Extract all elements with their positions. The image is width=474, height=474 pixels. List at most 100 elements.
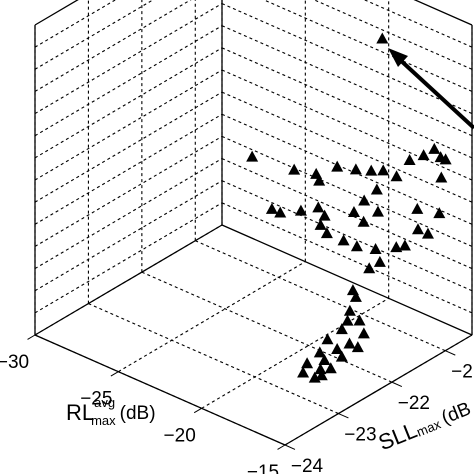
data-point bbox=[411, 202, 424, 214]
data-point bbox=[373, 255, 386, 267]
wall-grid-line bbox=[34, 158, 223, 270]
wall-grid-line bbox=[34, 3, 223, 115]
data-point bbox=[288, 163, 301, 175]
data-point bbox=[318, 209, 331, 221]
wall-grid-line bbox=[313, 0, 473, 70]
data-point bbox=[377, 164, 390, 176]
data-point bbox=[335, 350, 348, 362]
y-tick-label: −23 bbox=[344, 425, 376, 446]
axis-edge bbox=[34, 224, 223, 336]
axis-edge bbox=[413, 0, 473, 26]
arrow-shaft bbox=[396, 56, 474, 130]
x-label-sub: max bbox=[91, 413, 116, 428]
axis-edge bbox=[34, 0, 79, 26]
wall-grid-line bbox=[34, 0, 117, 48]
x-label-main: RL bbox=[66, 400, 94, 425]
data-point bbox=[349, 290, 362, 302]
y-label-unit: (dB bbox=[439, 398, 474, 429]
data-point bbox=[320, 227, 333, 239]
x-tick-label: −30 bbox=[0, 352, 29, 373]
axis-edge bbox=[34, 334, 286, 446]
data-point bbox=[294, 204, 307, 216]
wall-grid-line bbox=[221, 158, 473, 270]
arrow-head bbox=[388, 48, 408, 67]
data-point bbox=[246, 150, 259, 162]
wall-grid-line bbox=[34, 25, 223, 137]
wall-grid-line bbox=[221, 25, 473, 137]
data-point bbox=[341, 314, 354, 326]
axis-edge bbox=[284, 334, 473, 446]
data-point bbox=[331, 343, 344, 355]
x-axis-label: RLavg max (dB) bbox=[66, 395, 156, 428]
data-point bbox=[265, 202, 278, 214]
y-tick-label: −22 bbox=[398, 393, 430, 414]
data-point bbox=[398, 239, 411, 251]
x-tick-label: −20 bbox=[164, 425, 196, 446]
data-point bbox=[301, 357, 314, 369]
wall-grid-line bbox=[221, 3, 473, 115]
y-tick-label: −21 bbox=[451, 362, 474, 383]
data-point bbox=[358, 194, 371, 206]
data-point bbox=[351, 341, 364, 353]
wall-grid-line bbox=[221, 69, 473, 181]
data-point bbox=[337, 234, 350, 246]
data-point bbox=[439, 153, 452, 165]
data-point bbox=[335, 323, 348, 335]
y-tick bbox=[391, 381, 403, 388]
data-point bbox=[435, 171, 448, 183]
data-point bbox=[331, 160, 344, 172]
y-label-main: SLL bbox=[375, 417, 421, 455]
wall-grid-line bbox=[221, 180, 473, 292]
data-point bbox=[403, 154, 416, 165]
x-label-unit: (dB) bbox=[120, 403, 156, 424]
x-tick bbox=[277, 444, 286, 450]
wall-grid-line bbox=[34, 135, 223, 247]
data-point bbox=[343, 337, 356, 349]
data-point bbox=[369, 243, 382, 255]
data-point bbox=[312, 201, 325, 213]
y-tick bbox=[284, 444, 296, 450]
data-point bbox=[428, 142, 441, 154]
data-point bbox=[274, 206, 287, 218]
wall-grid-line bbox=[221, 202, 473, 314]
data-point bbox=[315, 369, 328, 381]
x-tick-label: −15 bbox=[247, 462, 279, 474]
wall-grid-line bbox=[34, 202, 223, 314]
wall-grid-line bbox=[34, 180, 223, 292]
data-point bbox=[357, 215, 370, 227]
data-point bbox=[314, 218, 327, 230]
x-tick bbox=[110, 371, 119, 377]
grid-line bbox=[88, 303, 339, 415]
wall-grid-line bbox=[34, 91, 223, 203]
wall-grid-line bbox=[34, 0, 192, 92]
grid-line bbox=[118, 261, 306, 373]
data-point bbox=[433, 207, 446, 219]
y-tick-label: −24 bbox=[291, 456, 324, 474]
x-tick-label: −25 bbox=[80, 389, 112, 410]
data-point bbox=[376, 32, 389, 44]
data-point bbox=[371, 205, 384, 217]
wall-grid-line bbox=[34, 69, 223, 181]
data-point bbox=[390, 170, 403, 182]
data-point bbox=[343, 304, 356, 316]
data-point bbox=[314, 363, 327, 375]
grid-line bbox=[201, 297, 389, 409]
wall-grid-line bbox=[221, 113, 473, 225]
x-tick bbox=[193, 407, 202, 414]
data-point bbox=[421, 227, 434, 239]
wall-grid-line bbox=[262, 0, 473, 92]
data-point bbox=[349, 163, 362, 175]
y-tick bbox=[338, 413, 349, 419]
data-point bbox=[321, 333, 334, 345]
data-point bbox=[350, 240, 363, 252]
data-point bbox=[390, 241, 403, 253]
wall-grid-line bbox=[363, 0, 473, 48]
data-point bbox=[353, 314, 366, 326]
marks bbox=[246, 32, 452, 383]
y-tick bbox=[445, 350, 456, 356]
data-point bbox=[417, 149, 430, 161]
data-point bbox=[318, 353, 331, 365]
